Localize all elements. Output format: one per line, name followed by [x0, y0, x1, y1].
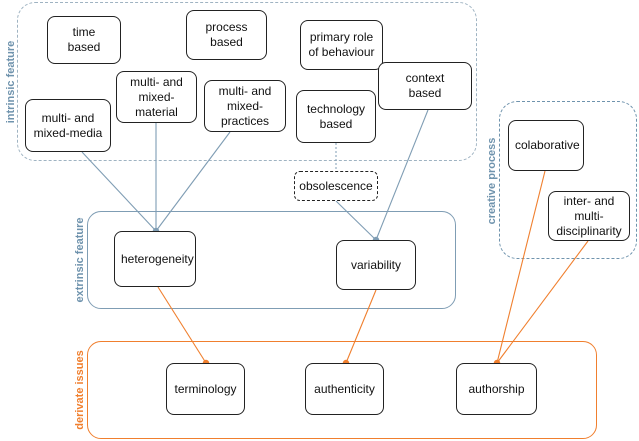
node-multi-mixed-practices: multi- and mixed- practices — [204, 80, 286, 132]
node-context-based: context based — [378, 62, 472, 110]
derivate-issues-group — [87, 341, 597, 439]
node-heterogeneity: heterogeneity — [114, 231, 196, 287]
creative-process-group — [499, 101, 637, 259]
node-time-based: time based — [47, 16, 121, 64]
node-multi-mixed-media: multi- and mixed-media — [25, 99, 111, 152]
connector-interdisciplinarity-authorship — [496, 240, 589, 364]
extrinsic-feature-group — [87, 211, 456, 309]
connector-variability-authenticity — [345, 289, 377, 364]
node-interdisciplinarity: inter- and multi- disciplinarity — [548, 191, 630, 241]
node-terminology: terminology — [166, 363, 245, 415]
connector-mixed-practices-heterogeneity — [155, 131, 231, 232]
node-process-based: process based — [186, 10, 267, 60]
node-variability: variability — [336, 240, 416, 290]
connector-mixed-media-heterogeneity — [81, 151, 157, 232]
node-obsolescence: obsolescence — [294, 171, 378, 201]
node-authorship: authorship — [456, 363, 537, 415]
node-authenticity: authenticity — [305, 363, 384, 415]
connector-obsolescence-variability — [335, 200, 377, 241]
connector-colaborative-authorship — [496, 170, 546, 364]
connector-heterogeneity-terminology — [157, 286, 207, 364]
intrinsic-feature-group — [17, 2, 477, 161]
node-multi-mixed-material: multi- and mixed- material — [116, 71, 197, 123]
node-technology-based: technology based — [296, 90, 376, 143]
node-colaborative: colaborative — [508, 120, 584, 171]
connector-context-variability — [375, 109, 429, 241]
node-primary-role: primary role of behaviour — [300, 20, 383, 70]
